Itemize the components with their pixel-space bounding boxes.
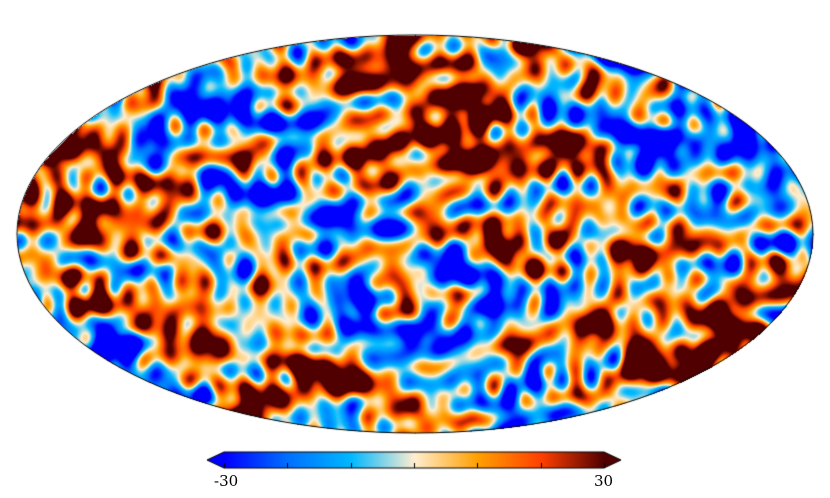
colorbar-max-label: 30 <box>594 472 614 490</box>
colorbar-min-label: -30 <box>214 472 239 490</box>
